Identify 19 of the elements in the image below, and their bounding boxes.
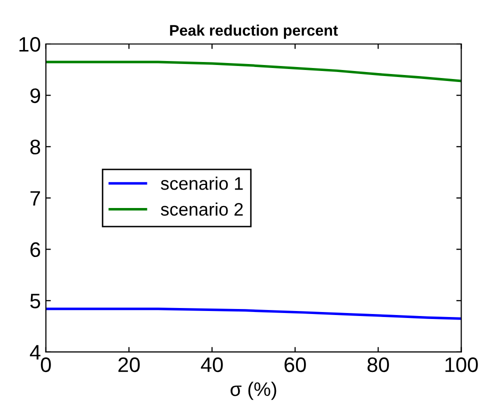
x-tick-label: 40 (200, 357, 223, 372)
x-axis-title: σ (%) (230, 382, 276, 400)
y-tick-label: 8 (30, 140, 40, 154)
y-tick-label: 7 (30, 191, 40, 206)
x-tick-label: 80 (368, 357, 389, 372)
x-tick-label: 0 (40, 357, 51, 372)
x-tick-label: 20 (118, 357, 140, 372)
y-tick-label: 9 (30, 88, 40, 104)
legend-label: scenario 1 (160, 176, 243, 190)
chart-title: Peak reduction percent (170, 24, 338, 39)
x-tick-label: 100 (445, 357, 478, 372)
line-series (46, 60, 462, 82)
y-tick-label: 5 (30, 294, 40, 308)
y-tick-label: 4 (30, 345, 40, 360)
y-tick-label: 6 (30, 242, 40, 258)
legend-label: scenario 2 (160, 202, 243, 216)
x-tick-label: 60 (284, 357, 306, 372)
y-tick-label: 10 (19, 36, 40, 52)
line-series (46, 308, 462, 320)
